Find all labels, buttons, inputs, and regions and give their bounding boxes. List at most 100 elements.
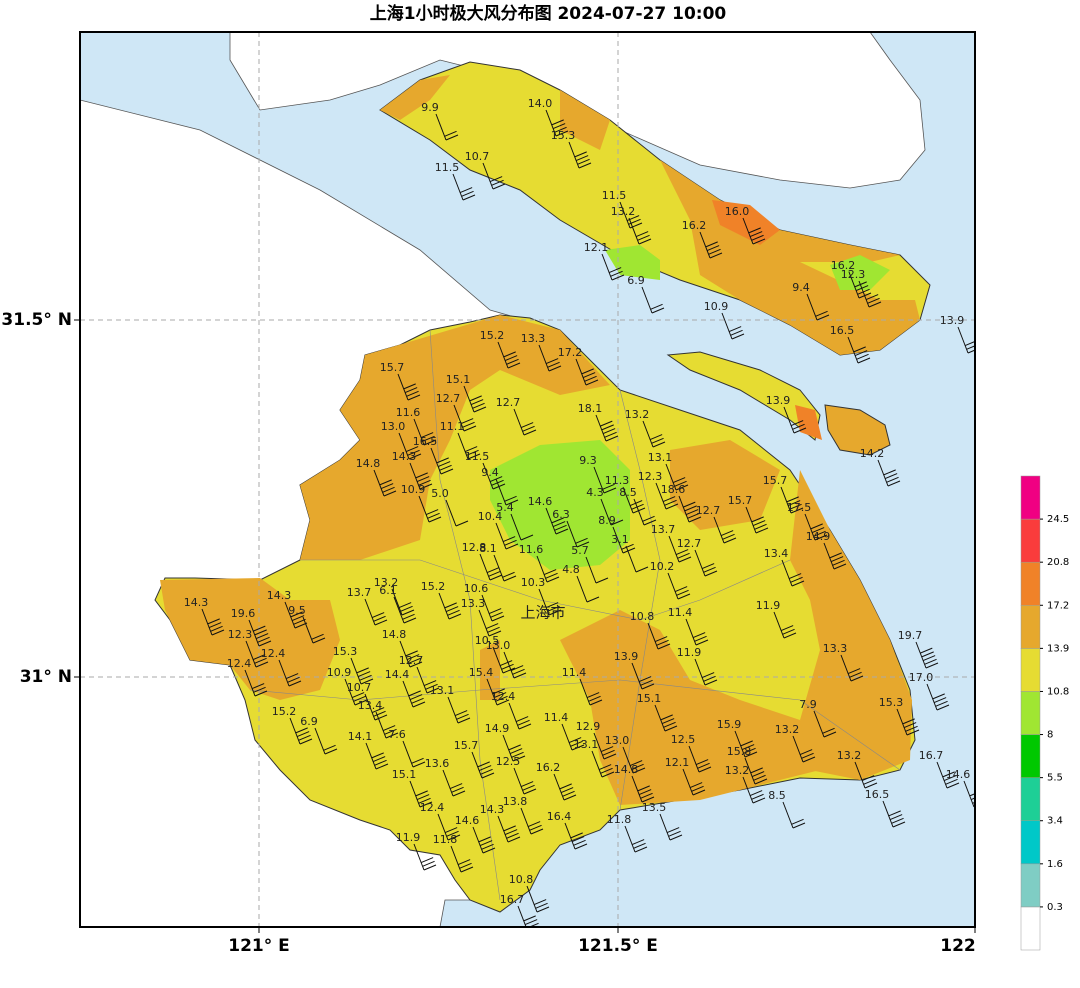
- barb-feather: [887, 480, 901, 487]
- station-value: 12.8: [462, 541, 487, 554]
- wind-barb: [450, 845, 474, 873]
- barb-feather: [407, 449, 420, 456]
- barb-feather: [504, 539, 517, 546]
- barb-feather: [651, 437, 664, 444]
- colorbar-box: [1020, 820, 1041, 865]
- barb-feather: [650, 303, 663, 310]
- station-value: 5.4: [496, 501, 514, 514]
- station-value: 11.5: [435, 161, 460, 174]
- station-value: 13.1: [648, 451, 673, 464]
- barb-feather: [501, 663, 514, 670]
- contour-8: [490, 245, 890, 570]
- barb-feather: [932, 693, 945, 700]
- colorbar-label: 17.2: [1047, 600, 1069, 611]
- barb-feather: [605, 435, 619, 442]
- barb-feather: [551, 119, 564, 126]
- barb-feather: [503, 825, 516, 832]
- colorbar-box: [1020, 561, 1041, 606]
- station-value: 10.4: [478, 510, 503, 523]
- station-value: 12.7: [696, 504, 721, 517]
- y-axis-label: 31° N: [20, 667, 72, 687]
- barb-staff: [792, 735, 804, 763]
- wind-barb: [471, 751, 495, 779]
- barb-staff: [553, 773, 565, 801]
- barb-feather: [324, 748, 338, 755]
- barb-feather: [418, 797, 431, 804]
- barb-feather: [750, 767, 763, 774]
- barb-feather: [422, 435, 435, 442]
- wind-barb: [641, 286, 665, 314]
- barb-feather: [359, 674, 372, 681]
- barb-staff: [493, 554, 505, 582]
- barb-feather: [406, 654, 420, 661]
- barb-feather: [411, 697, 424, 704]
- barb-feather: [470, 399, 484, 406]
- wind-barb: [430, 447, 454, 475]
- wind-barb: [413, 418, 437, 446]
- barb-feather: [506, 358, 519, 365]
- station-value: 5.0: [431, 487, 449, 500]
- barb-staff: [350, 657, 362, 685]
- barb-feather: [512, 755, 526, 762]
- barb-feather: [570, 740, 583, 747]
- barb-feather: [412, 761, 426, 768]
- barb-feather: [452, 790, 466, 797]
- barb-staff: [416, 666, 428, 694]
- barb-feather: [555, 130, 569, 137]
- barb-feather: [512, 668, 525, 675]
- barb-feather: [488, 608, 502, 615]
- wind-barb: [742, 776, 766, 804]
- barb-feather: [253, 686, 266, 693]
- wind-barb: [350, 657, 374, 685]
- barb-feather: [945, 778, 958, 785]
- barb-feather: [657, 643, 671, 650]
- barb-feather: [603, 487, 617, 494]
- barb-feather: [460, 866, 474, 873]
- barb-feather: [478, 836, 491, 843]
- barb-feather: [510, 665, 524, 672]
- wind-barb: [840, 654, 864, 682]
- station-value: 13.3: [461, 597, 486, 610]
- colorbar-label: 24.5: [1047, 514, 1069, 525]
- barb-feather: [595, 577, 609, 584]
- wind-barb: [667, 572, 691, 600]
- station-value: 16.7: [919, 749, 944, 762]
- barb-staff: [365, 742, 377, 770]
- station-value: 10.3: [521, 576, 546, 589]
- barb-feather: [642, 515, 655, 522]
- barb-staff: [463, 385, 475, 413]
- barb-feather: [545, 572, 558, 579]
- wind-barb: [685, 618, 709, 646]
- colorbar-label: 10.8: [1047, 686, 1069, 697]
- barb-feather: [801, 752, 814, 759]
- station-value: 10.8: [509, 873, 534, 886]
- station-value: 10.2: [650, 560, 675, 573]
- barb-staff: [545, 109, 557, 137]
- barb-feather: [462, 421, 475, 428]
- station-value: 16.2: [831, 259, 856, 272]
- barb-staff: [631, 662, 643, 690]
- barb-feather: [668, 830, 681, 837]
- barb-feather: [790, 420, 804, 427]
- barb-feather: [523, 429, 537, 436]
- barb-feather: [651, 307, 665, 314]
- barb-feather: [478, 765, 492, 772]
- barb-feather: [493, 692, 507, 699]
- barb-feather: [689, 782, 703, 789]
- wind-barb: [364, 598, 388, 626]
- barb-feather: [683, 501, 696, 508]
- barb-feather: [695, 639, 709, 646]
- barb-feather: [472, 402, 485, 409]
- barb-feather: [257, 636, 270, 643]
- barb-feather: [374, 759, 387, 766]
- barb-feather: [360, 678, 374, 685]
- barb-staff: [450, 845, 462, 873]
- station-value: 10.7: [347, 681, 372, 694]
- barb-staff: [526, 885, 538, 913]
- barb-feather: [635, 566, 649, 573]
- wind-barb: [688, 745, 712, 773]
- barb-feather: [554, 126, 567, 133]
- barb-feather: [925, 662, 939, 669]
- barb-feather: [857, 357, 871, 364]
- barb-feather: [385, 732, 399, 739]
